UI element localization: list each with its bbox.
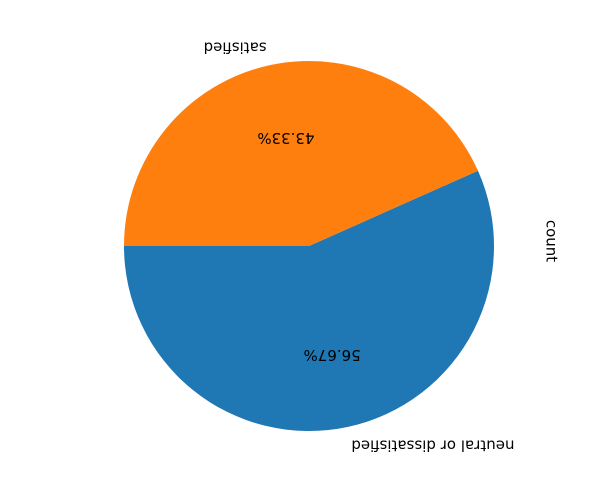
pie-slice-2 bbox=[123, 61, 478, 246]
pie-slice-label-1: neutral or dissatisfied bbox=[351, 437, 514, 455]
rotated-chart-group: neutral or dissatisfied satisfied 56.67% 4… bbox=[123, 38, 561, 455]
pie-percentage-labels: 56.67% 43.33% bbox=[257, 129, 360, 364]
pie-percentage-label-1: 56.67% bbox=[303, 346, 360, 364]
pie-slice-labels: neutral or dissatisfied satisfied bbox=[204, 38, 515, 454]
pie-percentage-label-2: 43.33% bbox=[257, 129, 314, 147]
pie-slice-1 bbox=[124, 170, 494, 432]
pie-slices bbox=[123, 61, 494, 432]
pie-slice-label-2: satisfied bbox=[204, 38, 267, 56]
y-axis-label: count bbox=[543, 220, 561, 262]
